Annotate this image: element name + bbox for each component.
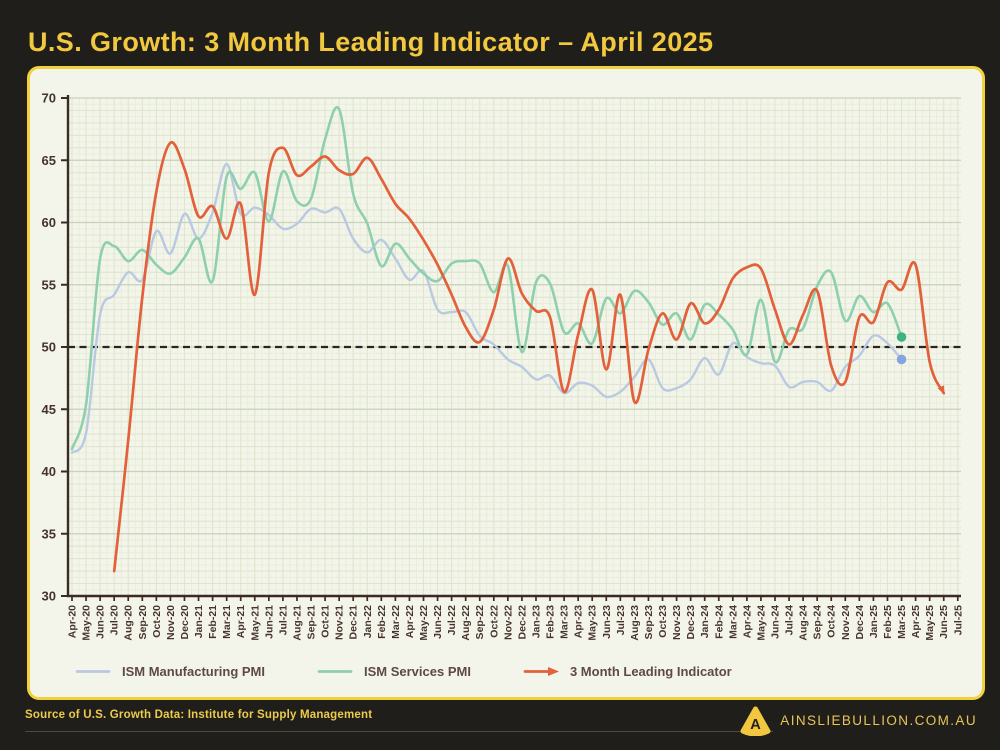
manufacturing-line-icon xyxy=(75,670,111,673)
svg-text:Feb-24: Feb-24 xyxy=(713,605,725,639)
arrow-line-icon xyxy=(523,667,559,676)
logo-letter: A xyxy=(751,717,762,733)
svg-text:Jul-24: Jul-24 xyxy=(784,605,796,636)
legend-item-leading-indicator: 3 Month Leading Indicator xyxy=(523,664,732,679)
svg-text:Apr-22: Apr-22 xyxy=(404,605,416,638)
svg-text:Jun-21: Jun-21 xyxy=(263,605,275,639)
svg-text:55: 55 xyxy=(42,277,56,292)
svg-text:May-21: May-21 xyxy=(249,605,261,641)
svg-text:Jun-23: Jun-23 xyxy=(601,605,613,639)
legend-item-label: ISM Manufacturing PMI xyxy=(122,664,265,679)
svg-text:Aug-23: Aug-23 xyxy=(629,605,641,641)
svg-text:Feb-25: Feb-25 xyxy=(882,605,894,639)
chart-legend: ISM Manufacturing PMI ISM Services PMI 3… xyxy=(75,664,732,679)
svg-text:Feb-21: Feb-21 xyxy=(207,605,219,639)
svg-text:Jan-21: Jan-21 xyxy=(193,605,205,638)
svg-text:Mar-25: Mar-25 xyxy=(896,605,908,639)
brand-url-text: AINSLIEBULLION.COM.AU xyxy=(780,712,977,728)
legend-item-label: ISM Services PMI xyxy=(364,664,471,679)
svg-text:Jun-20: Jun-20 xyxy=(95,605,107,639)
svg-text:Aug-21: Aug-21 xyxy=(291,605,303,641)
svg-text:May-25: May-25 xyxy=(924,605,936,641)
svg-text:Nov-22: Nov-22 xyxy=(502,605,514,640)
svg-text:Aug-24: Aug-24 xyxy=(798,605,810,641)
svg-text:Nov-20: Nov-20 xyxy=(165,605,177,640)
svg-text:May-22: May-22 xyxy=(418,605,430,641)
svg-text:Jun-24: Jun-24 xyxy=(770,605,782,639)
svg-text:Apr-20: Apr-20 xyxy=(67,605,79,638)
svg-text:35: 35 xyxy=(42,526,56,541)
chart-panel: 30 35 40 45 50 55 60 65 70 Apr-20 May-20 Jun-20 Jul-… xyxy=(27,66,985,700)
svg-text:Jul-23: Jul-23 xyxy=(615,605,627,636)
svg-text:Oct-24: Oct-24 xyxy=(826,605,838,638)
source-attribution-text: Source of U.S. Growth Data: Institute fo… xyxy=(25,709,373,721)
svg-text:Mar-23: Mar-23 xyxy=(559,605,571,639)
svg-text:Jul-20: Jul-20 xyxy=(109,605,121,636)
svg-text:Mar-24: Mar-24 xyxy=(727,605,739,639)
svg-text:60: 60 xyxy=(42,215,56,230)
svg-text:Aug-20: Aug-20 xyxy=(123,605,135,641)
svg-text:Dec-23: Dec-23 xyxy=(685,605,697,640)
svg-text:Dec-22: Dec-22 xyxy=(516,605,528,640)
svg-text:Jul-22: Jul-22 xyxy=(446,605,458,636)
legend-item-manufacturing: ISM Manufacturing PMI xyxy=(75,664,265,679)
svg-text:50: 50 xyxy=(42,340,56,355)
brand-lockup: A AINSLIEBULLION.COM.AU xyxy=(740,704,977,736)
svg-text:Apr-25: Apr-25 xyxy=(910,605,922,638)
svg-text:Oct-22: Oct-22 xyxy=(488,605,500,638)
svg-text:May-24: May-24 xyxy=(755,605,767,641)
svg-text:May-23: May-23 xyxy=(587,605,599,641)
page-title: U.S. Growth: 3 Month Leading Indicator –… xyxy=(28,27,714,57)
svg-text:40: 40 xyxy=(42,464,56,479)
legend-item-label: 3 Month Leading Indicator xyxy=(569,664,732,679)
svg-text:Jul-21: Jul-21 xyxy=(277,605,289,636)
svg-text:45: 45 xyxy=(42,402,56,417)
svg-text:Jun-22: Jun-22 xyxy=(432,605,444,639)
svg-text:Jan-23: Jan-23 xyxy=(530,605,542,638)
svg-text:Jul-25: Jul-25 xyxy=(952,605,964,636)
svg-text:Jan-25: Jan-25 xyxy=(868,605,880,638)
svg-text:Mar-22: Mar-22 xyxy=(390,605,402,639)
svg-text:Feb-22: Feb-22 xyxy=(376,605,388,639)
svg-text:Oct-23: Oct-23 xyxy=(657,605,669,638)
svg-text:65: 65 xyxy=(42,153,56,168)
svg-text:Nov-21: Nov-21 xyxy=(334,605,346,640)
footer-divider xyxy=(25,731,773,732)
services-line-icon xyxy=(317,670,353,673)
svg-text:Jun-25: Jun-25 xyxy=(938,605,950,639)
svg-text:Dec-24: Dec-24 xyxy=(854,605,866,640)
svg-text:Jan-22: Jan-22 xyxy=(362,605,374,638)
svg-text:Sep-20: Sep-20 xyxy=(137,605,149,640)
svg-text:Feb-23: Feb-23 xyxy=(545,605,557,639)
legend-item-services: ISM Services PMI xyxy=(317,664,471,679)
svg-text:Sep-24: Sep-24 xyxy=(812,605,824,640)
svg-text:Oct-21: Oct-21 xyxy=(320,605,332,638)
svg-text:Dec-20: Dec-20 xyxy=(179,605,191,640)
svg-text:Sep-21: Sep-21 xyxy=(306,605,318,640)
svg-text:Sep-22: Sep-22 xyxy=(474,605,486,640)
svg-text:Nov-24: Nov-24 xyxy=(840,605,852,640)
svg-text:Jan-24: Jan-24 xyxy=(699,605,711,638)
svg-text:Apr-23: Apr-23 xyxy=(573,605,585,638)
svg-text:Nov-23: Nov-23 xyxy=(671,605,683,640)
svg-text:Oct-20: Oct-20 xyxy=(151,605,163,638)
svg-text:Apr-21: Apr-21 xyxy=(235,605,247,638)
ainslie-logo-icon: A xyxy=(740,705,771,736)
svg-text:Aug-22: Aug-22 xyxy=(460,605,472,641)
svg-text:70: 70 xyxy=(42,91,56,106)
svg-text:30: 30 xyxy=(42,589,56,604)
svg-text:May-20: May-20 xyxy=(81,605,93,641)
svg-text:Mar-21: Mar-21 xyxy=(221,605,233,639)
svg-text:Dec-21: Dec-21 xyxy=(348,605,360,640)
svg-text:Sep-23: Sep-23 xyxy=(643,605,655,640)
svg-text:Apr-24: Apr-24 xyxy=(741,605,753,638)
